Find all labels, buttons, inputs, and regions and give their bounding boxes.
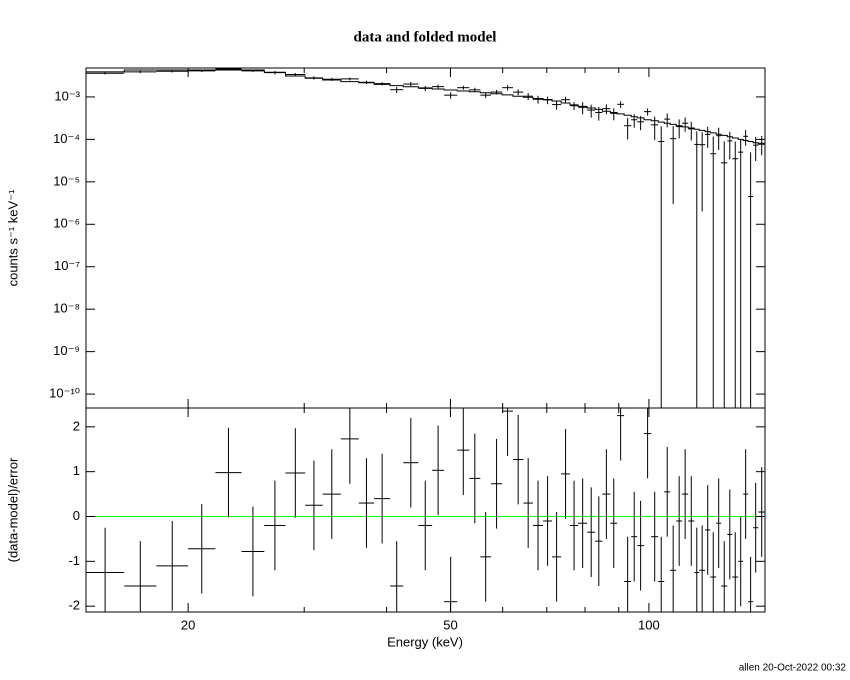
y-tick-label: 0	[73, 508, 80, 523]
y-axis-label: counts s⁻¹ keV⁻¹	[5, 189, 20, 286]
x-axis-label: Energy (keV)	[387, 634, 463, 649]
x-tick-label: 50	[443, 617, 457, 632]
y-tick-label: -2	[68, 598, 80, 613]
footer: allen 20-Oct-2022 00:32	[739, 663, 847, 674]
y-axis-label: (data-model)/error	[5, 457, 20, 562]
model-line	[86, 69, 765, 145]
top-frame	[85, 67, 766, 409]
x-tick-label: 100	[638, 617, 660, 632]
top-plot	[86, 68, 765, 408]
y-tick-label: 10⁻⁸	[53, 301, 80, 316]
y-tick-label: 10⁻⁹	[53, 343, 80, 358]
y-tick-label: 10⁻¹⁰	[49, 386, 80, 401]
y-tick-label: 10⁻⁴	[53, 131, 80, 146]
y-tick-label: 2	[73, 418, 80, 433]
y-tick-label: -1	[68, 553, 80, 568]
y-tick-label: 10⁻³	[54, 88, 80, 103]
y-tick-label: 1	[73, 463, 80, 478]
bottom-plot	[86, 408, 765, 612]
y-tick-label: 10⁻⁵	[53, 173, 80, 188]
y-tick-label: 10⁻⁶	[53, 216, 80, 231]
x-tick-label: 20	[181, 617, 195, 632]
chart-title: data and folded model	[354, 29, 497, 45]
y-tick-label: 10⁻⁷	[54, 258, 80, 273]
